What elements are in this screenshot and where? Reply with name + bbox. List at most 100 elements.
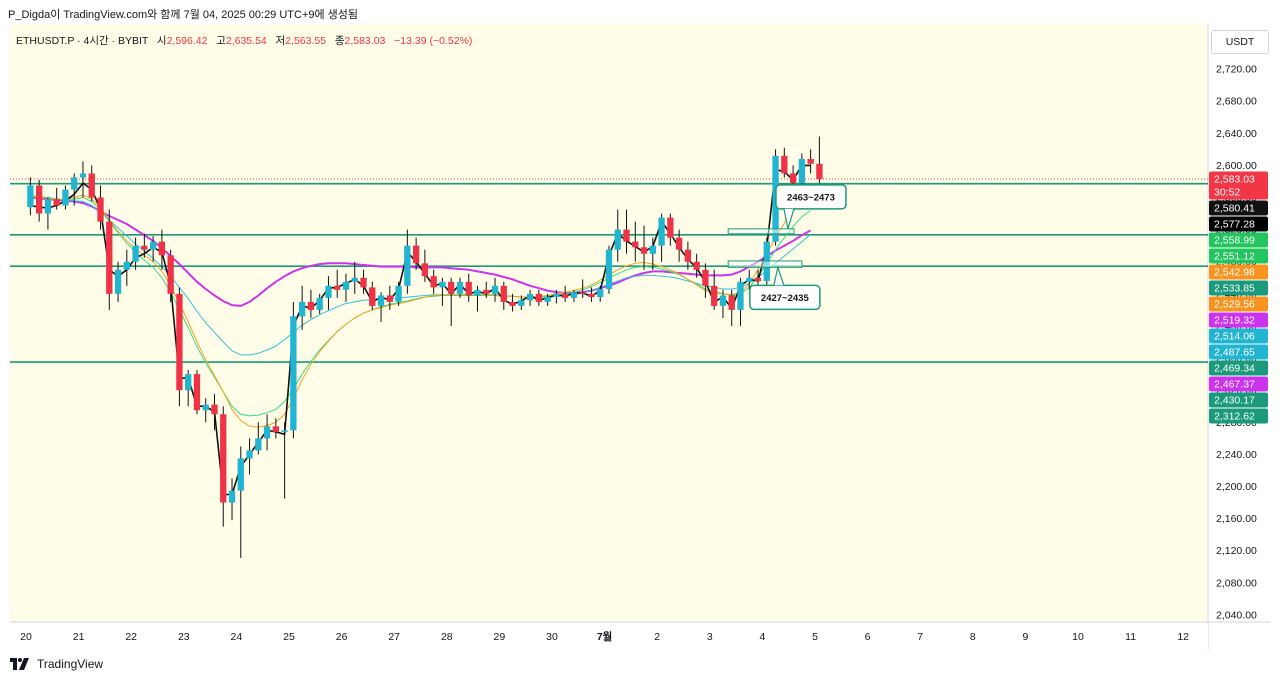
candle-body[interactable] [27, 185, 34, 208]
candle-body[interactable] [202, 404, 209, 411]
candle-body[interactable] [62, 189, 69, 206]
candle-body[interactable] [412, 245, 420, 264]
candle-body[interactable] [106, 221, 113, 294]
candle-body[interactable] [702, 269, 709, 286]
candle-body[interactable] [509, 301, 516, 306]
candle-body[interactable] [439, 281, 446, 288]
candle-body[interactable] [483, 289, 490, 294]
candle-body[interactable] [798, 158, 806, 184]
price-axis-label [1209, 328, 1268, 344]
candle-body[interactable] [781, 155, 788, 174]
candle-body[interactable] [728, 295, 735, 310]
candle-body[interactable] [88, 173, 95, 198]
candle-body[interactable] [649, 245, 656, 254]
candle-body[interactable] [623, 229, 630, 242]
candle-body[interactable] [553, 293, 560, 298]
candle-body[interactable] [176, 293, 183, 391]
candle-body[interactable] [35, 185, 43, 214]
candle-body[interactable] [693, 261, 700, 270]
candle-body[interactable] [325, 285, 332, 298]
candle-body[interactable] [614, 229, 621, 250]
candle-body[interactable] [737, 281, 744, 310]
candle-body[interactable] [307, 301, 315, 310]
candle-body[interactable] [640, 247, 648, 254]
candle-body[interactable] [141, 245, 148, 250]
candle-body[interactable] [298, 301, 306, 317]
candle-body[interactable] [597, 289, 604, 298]
candle-body[interactable] [377, 295, 385, 306]
candle-body[interactable] [456, 281, 464, 294]
candle-body[interactable] [123, 261, 130, 270]
candle-body[interactable] [193, 374, 201, 411]
candle-body[interactable] [79, 173, 87, 178]
candle-body[interactable] [754, 277, 762, 282]
candle-body[interactable] [228, 490, 236, 503]
candle-body[interactable] [544, 297, 551, 302]
candle-body[interactable] [448, 281, 455, 294]
candle-body[interactable] [351, 277, 358, 282]
candle-body[interactable] [255, 438, 262, 451]
candle-body[interactable] [369, 287, 376, 306]
tradingview-footer[interactable]: TradingView [10, 657, 103, 671]
candle-body[interactable] [430, 276, 437, 288]
candle-body[interactable] [632, 241, 639, 248]
candle-body[interactable] [465, 281, 472, 296]
candle-body[interactable] [605, 249, 613, 290]
candle-body[interactable] [535, 293, 543, 302]
candle-body[interactable] [491, 285, 499, 294]
candle-body[interactable] [675, 237, 683, 250]
price-zone-box[interactable] [727, 260, 803, 268]
candle-body[interactable] [237, 458, 244, 491]
candle-body[interactable] [246, 450, 253, 459]
price-zone-box[interactable] [727, 228, 795, 235]
candle-body[interactable] [570, 292, 578, 298]
candle-body[interactable] [132, 245, 139, 262]
candle-body[interactable] [316, 297, 323, 310]
candle-body[interactable] [185, 374, 192, 391]
candle-body[interactable] [711, 285, 718, 306]
candle-body[interactable] [816, 163, 823, 180]
candle-body[interactable] [404, 245, 411, 286]
candle-body[interactable] [263, 426, 271, 439]
candle-body[interactable] [789, 173, 797, 184]
candle-body[interactable] [360, 277, 367, 288]
candle-body[interactable] [167, 255, 174, 294]
candle-body[interactable] [342, 281, 350, 290]
candle-body[interactable] [220, 414, 227, 503]
candle-body[interactable] [684, 249, 692, 262]
candle-body[interactable] [71, 177, 78, 190]
symbol-name[interactable]: ETHUSDT.P · 4시간 · BYBIT [16, 35, 149, 47]
candle-body[interactable] [97, 197, 104, 222]
candle-body[interactable] [807, 158, 814, 164]
candle-body[interactable] [500, 285, 507, 302]
candle-body[interactable] [526, 293, 534, 301]
candle-body[interactable] [658, 217, 665, 246]
candle-body[interactable] [334, 285, 341, 290]
candle-body[interactable] [395, 285, 402, 302]
candle-body[interactable] [149, 241, 157, 250]
candle-body[interactable] [421, 263, 429, 277]
candle-body[interactable] [44, 199, 52, 214]
candle-body[interactable] [719, 295, 727, 306]
candle-body[interactable] [579, 292, 586, 294]
candle-body[interactable] [158, 241, 166, 256]
candle-body[interactable] [386, 295, 393, 302]
plot-background [10, 24, 1207, 622]
price-axis-label-text: 2,583.03 [1214, 174, 1255, 186]
candle-body[interactable] [667, 217, 674, 238]
candle-body[interactable] [211, 404, 218, 415]
zone-callout-box[interactable] [749, 284, 821, 311]
zone-callout-box[interactable] [775, 184, 847, 210]
candle-body[interactable] [474, 289, 481, 296]
candle-body[interactable] [114, 269, 122, 294]
candle-body[interactable] [272, 426, 280, 432]
candle-body[interactable] [561, 293, 569, 298]
candle-body[interactable] [746, 277, 753, 282]
candle-body[interactable] [281, 430, 288, 432]
candle-body[interactable] [518, 300, 525, 306]
candle-body[interactable] [290, 316, 297, 431]
currency-selector[interactable]: USDT [1211, 30, 1269, 54]
candle-body[interactable] [53, 199, 60, 206]
candle-body[interactable] [588, 293, 595, 298]
